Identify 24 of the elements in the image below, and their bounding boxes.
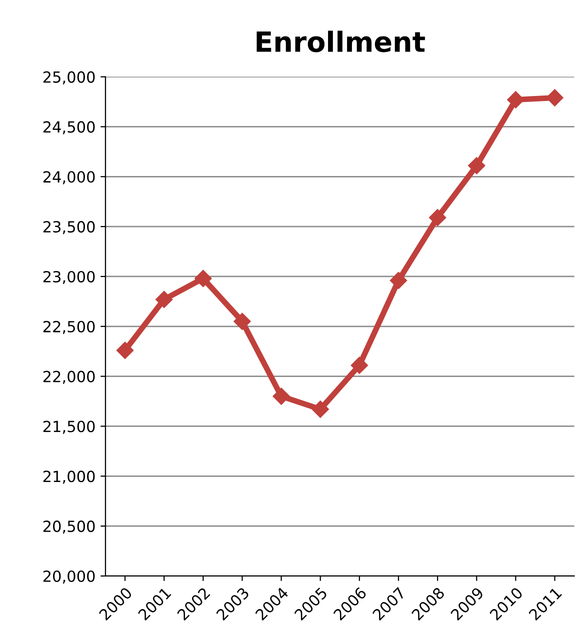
y-tick-label: 23,500 [43, 221, 95, 234]
y-tick-label: 21,500 [43, 420, 95, 434]
y-tick-label: 22,500 [43, 320, 95, 334]
point [116, 342, 134, 359]
y-tick-label: 22,000 [43, 370, 95, 384]
point [428, 209, 446, 226]
point [312, 400, 329, 418]
point [234, 312, 251, 330]
y-tick-label: 25,000 [43, 71, 95, 84]
y-tick-label: 23,000 [43, 270, 95, 284]
point [546, 89, 564, 106]
y-tick-label: 24,000 [43, 171, 95, 184]
point [507, 91, 524, 108]
point [156, 290, 173, 308]
point [350, 356, 368, 374]
point [468, 157, 486, 174]
point [272, 388, 290, 405]
point [194, 270, 212, 288]
chart-title: Enrollment [256, 30, 425, 52]
y-tick-label: 20,000 [43, 570, 95, 584]
y-tick-label: 20,500 [43, 520, 95, 534]
y-tick-label: 21,000 [43, 470, 95, 484]
point [390, 272, 408, 290]
y-tick-label: 24,500 [43, 121, 95, 134]
